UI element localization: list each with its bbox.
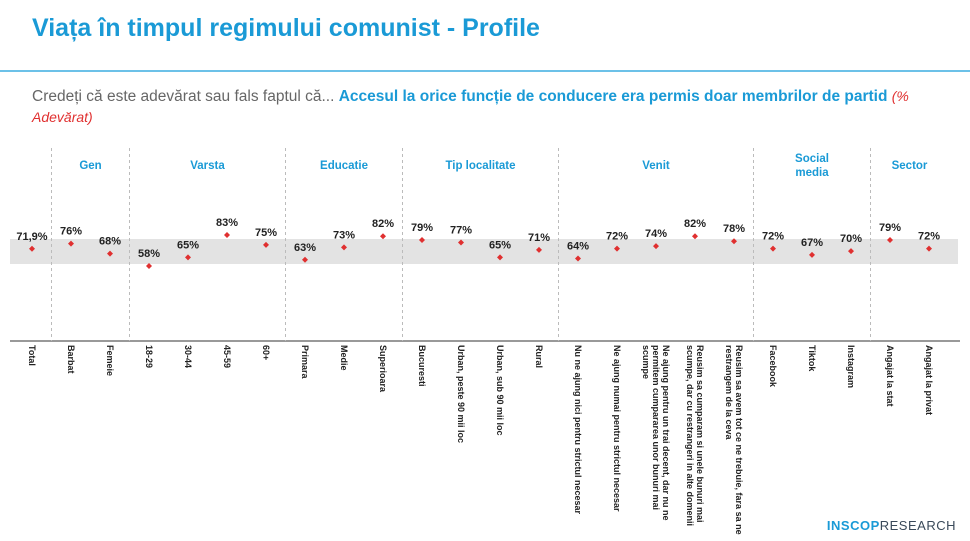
- value-label: 58%: [138, 248, 160, 260]
- value-label: 71,9%: [16, 231, 47, 243]
- value-label: 70%: [840, 233, 862, 245]
- dot: [848, 248, 854, 255]
- group-header: Gen: [79, 160, 102, 172]
- value-label: 79%: [411, 222, 433, 234]
- dot: [341, 244, 347, 251]
- group-header: Venit: [642, 160, 670, 172]
- dot: [536, 246, 542, 253]
- category-label: Nu ne ajung nici pentru strictul necesar: [573, 345, 583, 515]
- logo: INSCOPRESEARCH: [827, 518, 956, 533]
- category-label: Urban, peste 90 mii loc: [456, 345, 466, 444]
- dot: [107, 250, 113, 257]
- reference-band: [10, 239, 958, 264]
- category-label: Instagram: [846, 345, 856, 389]
- category-label: Rural: [534, 345, 544, 369]
- value-label: 63%: [294, 242, 316, 254]
- category-label: Urban, sub 90 mii loc: [495, 345, 505, 436]
- dot: [731, 238, 737, 245]
- chart-title: Viața în timpul regimului comunist - Pro…: [32, 14, 540, 42]
- category-label: Barbat: [66, 345, 76, 374]
- value-label: 65%: [489, 239, 511, 251]
- category-label: Medie: [339, 345, 349, 371]
- category-label: Facebook: [768, 345, 778, 388]
- dot: [809, 251, 815, 258]
- dot: [458, 239, 464, 246]
- value-label: 82%: [684, 218, 706, 230]
- category-label: Femeie: [105, 345, 115, 377]
- dot: [302, 256, 308, 263]
- category-label: Total: [27, 345, 37, 366]
- value-label: 72%: [606, 231, 628, 243]
- logo-brand: INSCOP: [826, 518, 880, 533]
- value-label: 74%: [645, 228, 667, 240]
- category-label: 60+: [261, 345, 271, 361]
- category-label: Bucuresti: [417, 345, 427, 387]
- dot: [224, 232, 230, 238]
- category-label: 18-29: [144, 345, 154, 369]
- value-label: 75%: [255, 227, 277, 239]
- dot: [419, 236, 425, 243]
- dot: [68, 240, 74, 247]
- dot: [653, 243, 659, 250]
- dot: [926, 245, 932, 252]
- dot: [263, 241, 269, 248]
- group-header: Varsta: [190, 160, 225, 172]
- category-label: Ne ajung numai pentru strictul necesar: [612, 345, 622, 512]
- dot: [146, 263, 152, 269]
- category-label: 45-59: [222, 345, 232, 369]
- value-label: 67%: [801, 237, 823, 249]
- value-label: 82%: [372, 218, 394, 230]
- category-label: 30-44: [183, 345, 193, 369]
- category-label: Angajat la stat: [885, 345, 895, 407]
- value-label: 72%: [762, 231, 784, 243]
- dot: [29, 245, 35, 252]
- dot: [692, 233, 698, 240]
- subtitle: Credeți că este adevărat sau fals faptul…: [32, 86, 952, 128]
- group-header: Educatie: [320, 160, 368, 172]
- dot: [770, 245, 776, 252]
- value-label: 78%: [723, 223, 745, 235]
- category-label: Superioara: [378, 345, 388, 393]
- value-label: 65%: [177, 239, 199, 251]
- dot: [497, 254, 503, 261]
- category-label: Tiktok: [807, 345, 817, 372]
- value-label: 64%: [567, 241, 589, 253]
- value-label: 68%: [99, 236, 121, 248]
- question: Accesul la orice funcție de conducere er…: [338, 88, 888, 105]
- dot: [614, 245, 620, 252]
- group-header: Sector: [891, 160, 928, 172]
- dot: [575, 255, 581, 262]
- subtitle-lead: Credeți că este adevărat sau fals faptul…: [32, 88, 335, 105]
- dot: [380, 233, 386, 240]
- dot: [887, 236, 893, 243]
- value-label: 73%: [333, 229, 355, 241]
- logo-suffix: RESEARCH: [879, 518, 956, 533]
- category-label: Reusim sa cumparam si unele bunuri mai s…: [685, 345, 705, 527]
- group-header: Social media: [795, 153, 829, 179]
- category-label: Angajat la privat: [924, 345, 934, 416]
- value-label: 71%: [528, 232, 550, 244]
- value-label: 83%: [216, 217, 238, 229]
- value-label: 72%: [918, 231, 940, 243]
- category-label: Reusim sa avem tot ce ne trebuie, fara s…: [724, 345, 744, 535]
- category-label: Ne ajung pentru un trai decent, dar nu n…: [641, 345, 671, 521]
- value-label: 79%: [879, 222, 901, 234]
- value-label: 76%: [60, 226, 82, 238]
- category-label: Primara: [300, 345, 310, 379]
- group-header: Tip localitate: [445, 160, 516, 172]
- value-label: 77%: [450, 224, 472, 236]
- dot: [185, 254, 191, 261]
- unit-note: (% Adevărat): [32, 88, 909, 125]
